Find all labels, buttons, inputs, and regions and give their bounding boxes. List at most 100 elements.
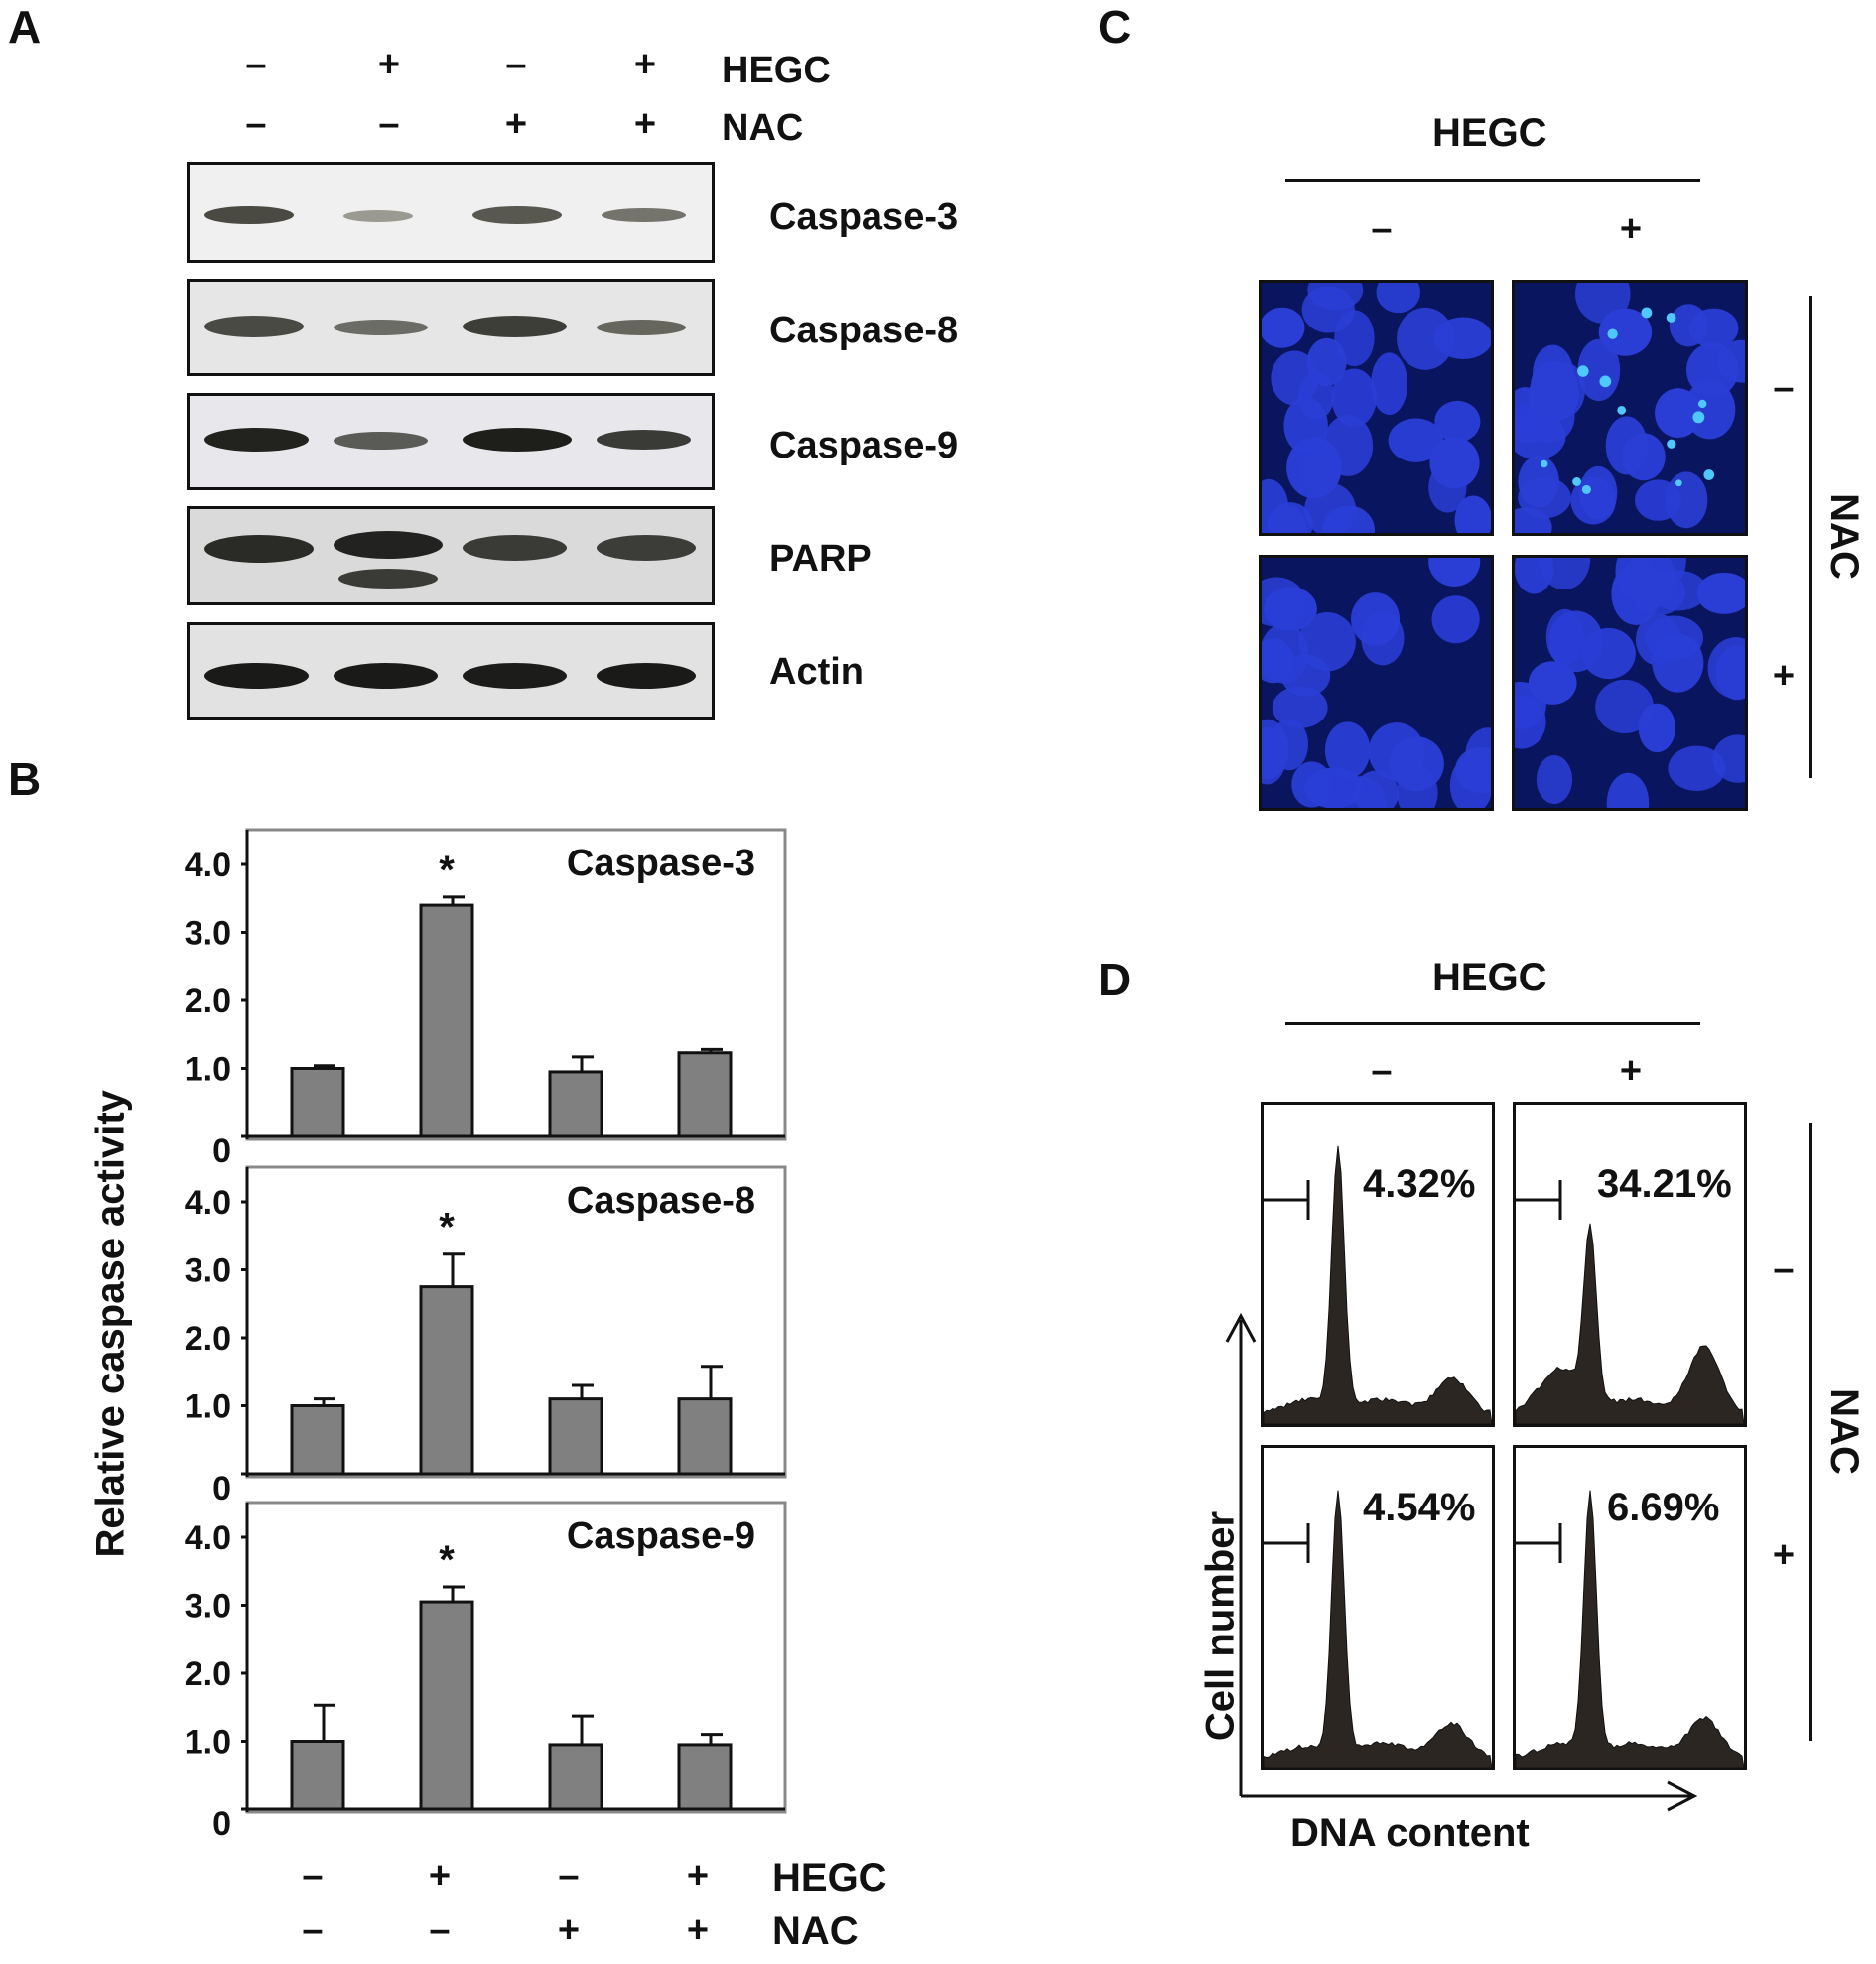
histogram-svg	[1516, 1180, 1744, 1424]
bar	[677, 1397, 733, 1476]
y-tick-label: 3.0	[185, 915, 231, 953]
bar	[290, 1740, 345, 1811]
y-axis-label: Relative caspase activity	[88, 1090, 133, 1558]
fluorescence-image	[1259, 280, 1494, 536]
bar	[677, 1051, 733, 1138]
nac-sign: –	[245, 103, 267, 145]
nucleus	[1331, 368, 1377, 428]
flow-axes-arrows	[1225, 1312, 1698, 1812]
blot-band	[334, 531, 443, 559]
sub-g1-percentage: 6.69%	[1607, 1486, 1720, 1529]
nucleus	[1669, 304, 1708, 347]
nucleus	[1264, 587, 1317, 631]
fragmented-nucleus	[1577, 365, 1589, 377]
hegc-label: HEGC	[722, 50, 831, 91]
sub-g1-percentage: 4.54%	[1363, 1486, 1476, 1529]
fragmented-nucleus	[1607, 328, 1618, 339]
histogram-area	[1516, 1490, 1744, 1768]
nucleus	[1262, 307, 1305, 348]
blot-band	[597, 430, 691, 450]
nac-sign: +	[686, 1909, 710, 1951]
y-tick-label: 2.0	[185, 982, 231, 1020]
nucleus	[1548, 610, 1604, 673]
bar	[677, 1743, 733, 1811]
y-tick-label: 3.0	[185, 1588, 231, 1626]
nucleus	[1307, 283, 1364, 311]
nucleus	[1304, 482, 1357, 533]
nucleus	[1262, 726, 1287, 785]
panel-c-nac-header: NAC	[1821, 493, 1866, 580]
fragmented-nucleus	[1666, 313, 1676, 323]
row-sign: +	[1772, 655, 1796, 697]
y-tick-label: 4.0	[185, 847, 231, 884]
nucleus	[1515, 695, 1546, 749]
panel-letter-c: C	[1098, 1, 1132, 53]
nuclei-svg	[1262, 283, 1491, 533]
histogram-area	[1264, 1145, 1492, 1424]
blot-band	[463, 428, 572, 452]
nucleus	[1297, 372, 1335, 420]
header-line	[1285, 1022, 1700, 1025]
fragmented-nucleus	[1675, 479, 1682, 487]
y-tick-label: 0	[212, 1132, 231, 1170]
fragmented-nucleus	[1581, 484, 1591, 494]
nucleus	[1376, 283, 1420, 314]
nac-label: NAC	[722, 107, 804, 149]
flow-histogram: 34.21%	[1513, 1102, 1747, 1427]
sub-g1-percentage: 34.21%	[1597, 1162, 1732, 1206]
nucleus	[1388, 418, 1444, 462]
y-tick-label: 2.0	[185, 1320, 231, 1358]
blot-band	[602, 208, 686, 222]
western-blot-caspase-9	[187, 393, 715, 490]
nucleus	[1518, 456, 1559, 508]
nucleus	[1272, 506, 1308, 533]
blot-band	[472, 206, 562, 224]
significance-marker: *	[439, 1206, 455, 1249]
significance-marker: *	[439, 1538, 455, 1582]
nucleus	[1644, 615, 1704, 661]
hegc-label: HEGC	[772, 1856, 887, 1899]
nucleus	[1431, 595, 1480, 644]
flow-histogram: 4.54%	[1261, 1445, 1495, 1770]
blot-band	[334, 320, 428, 335]
hegc-sign: –	[558, 1855, 580, 1897]
y-tick-label: 4.0	[185, 1184, 231, 1222]
fragmented-nucleus	[1617, 406, 1627, 415]
blot-band	[334, 432, 428, 450]
fluorescence-image	[1512, 280, 1748, 536]
blot-band	[334, 663, 438, 689]
blot-band	[463, 535, 567, 561]
bar	[419, 1600, 474, 1811]
hegc-sign: +	[633, 44, 657, 85]
nucleus	[1324, 721, 1371, 779]
panel-d-nac-header: NAC	[1821, 1388, 1866, 1475]
nac-sign: –	[378, 103, 400, 145]
row-sign: –	[1773, 1248, 1795, 1290]
blot-band	[204, 663, 309, 689]
nucleus	[1530, 360, 1578, 410]
nucleus	[1707, 637, 1745, 699]
fragmented-nucleus	[1698, 399, 1707, 409]
fragmented-nucleus	[1641, 307, 1653, 319]
blot-band	[343, 210, 413, 222]
blot-band-cleaved	[338, 569, 438, 589]
blot-label-actin: Actin	[769, 651, 864, 693]
row-sign: +	[1772, 1534, 1796, 1576]
chart-title: Caspase-9	[567, 1515, 755, 1557]
blot-label-caspase-8: Caspase-8	[769, 310, 959, 351]
nucleus	[1570, 476, 1616, 525]
bar	[419, 1285, 474, 1476]
nucleus	[1621, 433, 1666, 481]
row-bracket-line	[1809, 296, 1812, 778]
col-sign: –	[1371, 1050, 1393, 1092]
nucleus	[1291, 761, 1333, 808]
col-sign: +	[1619, 208, 1643, 250]
flow-histogram: 4.32%	[1261, 1102, 1495, 1427]
nucleus	[1433, 317, 1491, 360]
blot-band	[463, 663, 567, 689]
western-blot-parp	[187, 506, 715, 605]
hegc-sign: +	[428, 1855, 452, 1897]
y-tick-label: 1.0	[185, 1388, 231, 1426]
nucleus	[1389, 736, 1444, 792]
western-blot-actin	[187, 622, 715, 720]
